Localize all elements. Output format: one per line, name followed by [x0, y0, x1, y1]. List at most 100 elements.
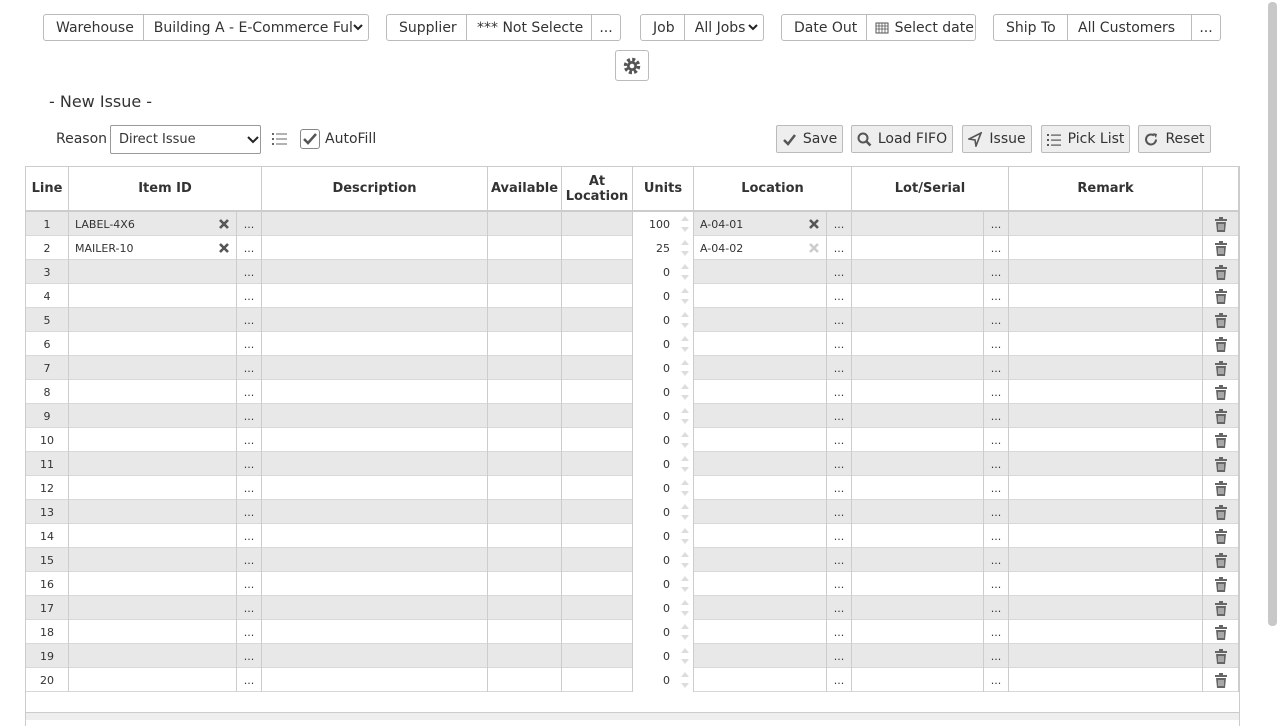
lookup-button[interactable]: ...	[243, 553, 255, 567]
filter-4[interactable]: Ship To All Customers...	[993, 14, 1221, 41]
lookup-button[interactable]: ...	[833, 361, 845, 375]
lookup-button[interactable]: ...	[990, 409, 1002, 423]
lookup-button[interactable]: ...	[243, 217, 255, 231]
line-number: 20	[40, 673, 54, 687]
list-icon[interactable]	[272, 132, 288, 146]
lookup-button[interactable]: ...	[243, 361, 255, 375]
lookup-button[interactable]: ...	[243, 505, 255, 519]
line-number: 12	[40, 481, 54, 495]
cell	[488, 380, 562, 404]
lookup-button[interactable]: ...	[243, 481, 255, 495]
lookup-button[interactable]: ...	[990, 385, 1002, 399]
lookup-button[interactable]: ...	[990, 241, 1002, 255]
lookup-button[interactable]: ...	[243, 577, 255, 591]
cell	[262, 644, 488, 668]
filter-0[interactable]: Warehouse Building A - E-Commerce Fulfill…	[43, 14, 369, 41]
lookup-button[interactable]: ...	[833, 481, 845, 495]
cell: 0	[633, 620, 694, 644]
lookup-button[interactable]: ...	[833, 553, 845, 567]
lookup-button[interactable]: ...	[833, 337, 845, 351]
lookup-button[interactable]: ...	[243, 433, 255, 447]
lookup-button[interactable]: ...	[990, 313, 1002, 327]
cell	[69, 476, 237, 500]
scrollbar[interactable]	[1268, 2, 1277, 626]
autofill-checkbox[interactable]	[300, 129, 320, 149]
settings-button[interactable]	[615, 50, 649, 81]
lookup-button[interactable]: ...	[833, 577, 845, 591]
units: 0	[663, 313, 670, 327]
lookup-button[interactable]: ...	[990, 673, 1002, 687]
button-label: Load FIFO	[877, 131, 948, 147]
action-button[interactable]: Reset	[1138, 125, 1211, 153]
lookup-button[interactable]: ...	[990, 529, 1002, 543]
lookup-button[interactable]: ...	[833, 313, 845, 327]
filter-3[interactable]: Date Out Select date	[781, 14, 976, 41]
action-button[interactable]: Pick List	[1041, 125, 1130, 153]
lookup-button[interactable]: ...	[833, 217, 845, 231]
lookup-button[interactable]: ...	[990, 505, 1002, 519]
lookup-button[interactable]: ...	[990, 601, 1002, 615]
lookup-button[interactable]: ...	[243, 649, 255, 663]
lookup-button[interactable]: ...	[990, 625, 1002, 639]
lookup-button[interactable]: ...	[833, 529, 845, 543]
cell	[262, 404, 488, 428]
lookup-button[interactable]: ...	[833, 385, 845, 399]
lookup-button[interactable]: ...	[990, 577, 1002, 591]
lookup-button[interactable]: ...	[243, 601, 255, 615]
lookup-button[interactable]: ...	[243, 265, 255, 279]
lookup-button[interactable]: ...	[990, 433, 1002, 447]
lookup-button[interactable]: ...	[990, 265, 1002, 279]
lookup-button[interactable]: ...	[833, 289, 845, 303]
action-button[interactable]: Load FIFO	[851, 125, 953, 153]
cell	[69, 596, 237, 620]
cell	[852, 356, 984, 380]
lookup-button[interactable]: ...	[833, 409, 845, 423]
lookup-button[interactable]: ...	[243, 241, 255, 255]
lookup-button[interactable]: ...	[990, 289, 1002, 303]
lookup-button[interactable]: ...	[833, 457, 845, 471]
lookup-button[interactable]: ...	[243, 625, 255, 639]
lookup-button[interactable]: ...	[243, 289, 255, 303]
lookup-button[interactable]: ...	[990, 457, 1002, 471]
filter-2[interactable]: Job All Jobs	[640, 14, 764, 41]
lookup-button[interactable]: ...	[243, 529, 255, 543]
action-button[interactable]: Issue	[962, 125, 1032, 153]
cell: ...	[237, 668, 262, 692]
cell: 0	[633, 284, 694, 308]
lookup-button[interactable]: ...	[1199, 19, 1213, 36]
lookup-button[interactable]: ...	[833, 241, 845, 255]
cell: 14	[26, 524, 69, 548]
lookup-button[interactable]: ...	[243, 385, 255, 399]
cell: ...	[984, 620, 1009, 644]
lookup-button[interactable]: ...	[990, 337, 1002, 351]
lookup-button[interactable]: ...	[833, 433, 845, 447]
lookup-button[interactable]: ...	[990, 649, 1002, 663]
action-button[interactable]: Save	[776, 125, 843, 153]
cell	[852, 212, 984, 236]
filter-1[interactable]: Supplier *** Not Selecte...	[386, 14, 621, 41]
lookup-button[interactable]: ...	[833, 265, 845, 279]
spinner-icon	[681, 648, 689, 664]
lookup-button[interactable]: ...	[243, 337, 255, 351]
lookup-button[interactable]: ...	[833, 673, 845, 687]
delete-icon	[1214, 456, 1227, 472]
lookup-button[interactable]: ...	[833, 601, 845, 615]
delete-icon	[1214, 672, 1227, 688]
filter-value: All Jobs	[685, 20, 763, 36]
reason-select[interactable]: Direct Issue	[110, 125, 261, 154]
lookup-button[interactable]: ...	[833, 649, 845, 663]
lookup-button[interactable]: ...	[243, 313, 255, 327]
lookup-button[interactable]: ...	[990, 553, 1002, 567]
lookup-button[interactable]: ...	[599, 19, 613, 36]
lookup-button[interactable]: ...	[243, 673, 255, 687]
lookup-button[interactable]: ...	[243, 457, 255, 471]
lookup-button[interactable]: ...	[990, 217, 1002, 231]
lookup-button[interactable]: ...	[243, 409, 255, 423]
lookup-button[interactable]: ...	[990, 481, 1002, 495]
lookup-button[interactable]: ...	[833, 505, 845, 519]
cell: ...	[827, 452, 852, 476]
cell	[69, 404, 237, 428]
lookup-button[interactable]: ...	[990, 361, 1002, 375]
lookup-button[interactable]: ...	[833, 625, 845, 639]
